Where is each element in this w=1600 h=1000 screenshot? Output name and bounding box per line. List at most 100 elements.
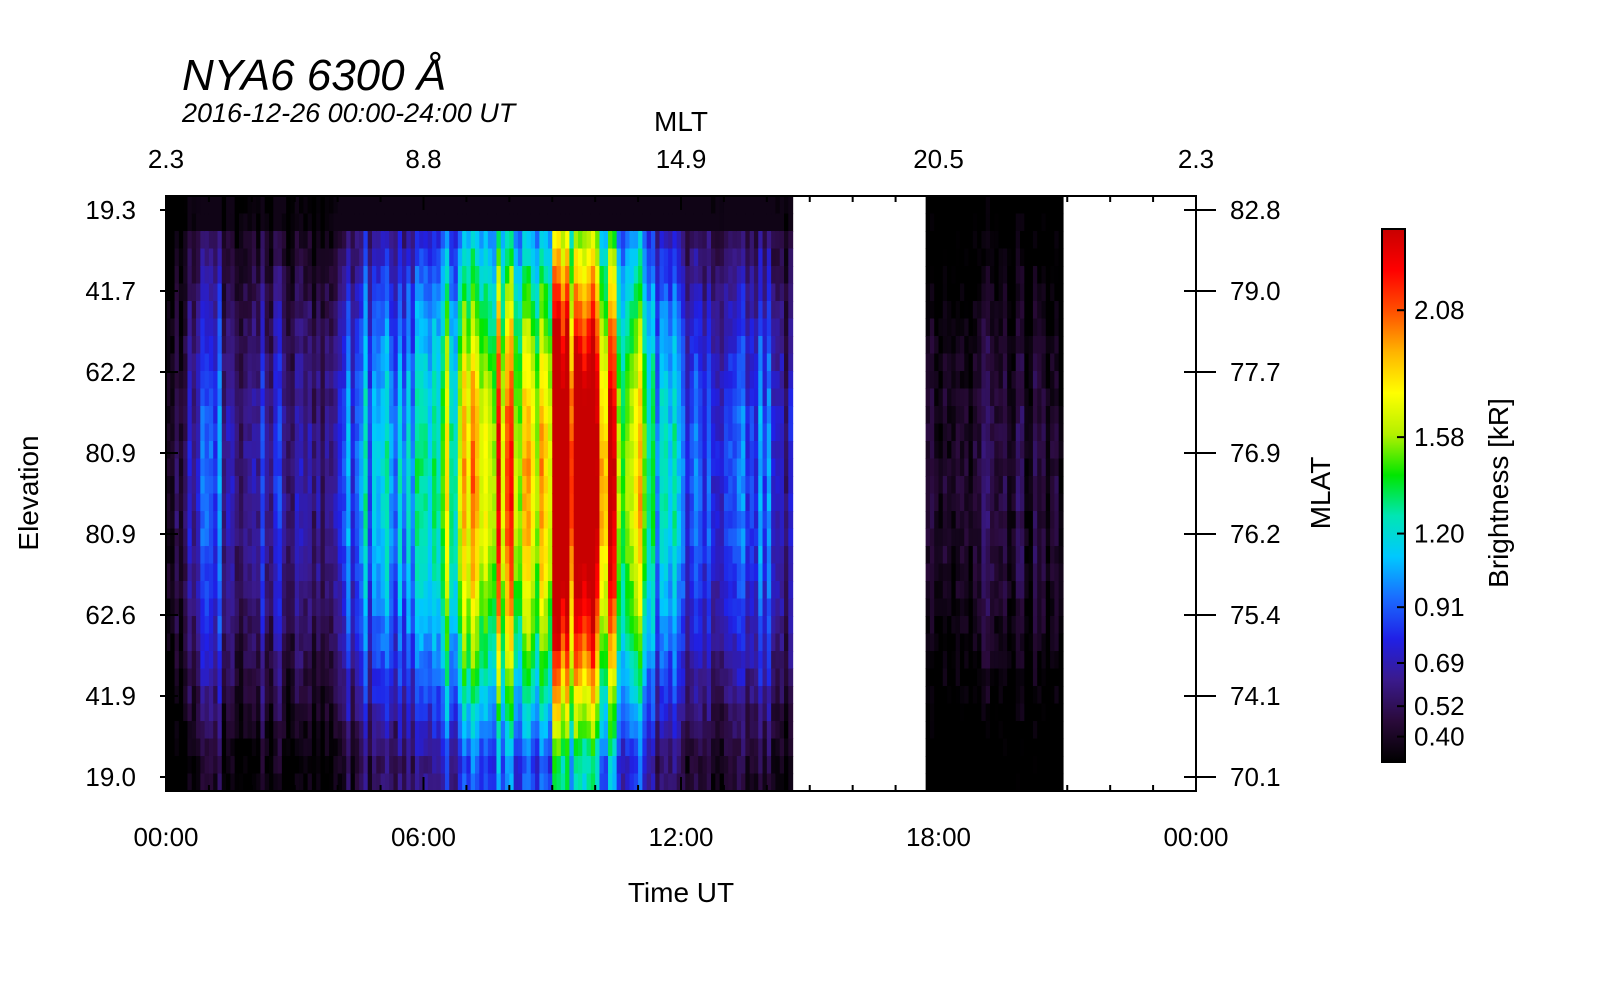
heatmap-cell xyxy=(500,546,506,565)
heatmap-cell xyxy=(299,721,304,740)
heatmap-cell xyxy=(706,423,712,442)
heatmap-cell xyxy=(354,283,360,302)
heatmap-cell xyxy=(788,248,794,267)
heatmap-cell xyxy=(784,721,789,740)
heatmap-cell xyxy=(625,703,631,722)
heatmap-cell xyxy=(350,546,356,565)
heatmap-cell xyxy=(432,668,437,687)
heatmap-cell xyxy=(629,196,635,215)
heatmap-cell xyxy=(650,266,656,285)
heatmap-cell xyxy=(625,441,631,460)
heatmap-cell xyxy=(569,598,575,617)
heatmap-cell xyxy=(603,493,609,512)
heatmap-cell xyxy=(191,336,197,355)
heatmap-cell xyxy=(397,581,403,600)
heatmap-cell xyxy=(397,266,403,285)
heatmap-cell xyxy=(753,406,759,425)
heatmap-cell xyxy=(243,598,249,617)
heatmap-cell xyxy=(582,686,588,705)
heatmap-cell xyxy=(603,511,609,530)
heatmap-cell xyxy=(565,668,571,687)
heatmap-cell xyxy=(650,616,656,635)
heatmap-cell xyxy=(543,441,549,460)
heatmap-cell xyxy=(762,756,768,775)
heatmap-cell xyxy=(436,563,442,582)
heatmap-cell xyxy=(290,721,296,740)
heatmap-cell xyxy=(419,738,425,757)
heatmap-cell xyxy=(728,686,734,705)
heatmap-cell xyxy=(256,283,262,302)
heatmap-cell xyxy=(753,458,759,477)
heatmap-cell xyxy=(367,773,373,791)
heatmap-cell xyxy=(496,616,502,635)
heatmap-cell xyxy=(324,616,330,635)
heatmap-cell xyxy=(264,616,270,635)
heatmap-cell xyxy=(676,598,682,617)
heatmap-cell xyxy=(736,266,742,285)
heatmap-cell xyxy=(668,721,674,740)
heatmap-cell xyxy=(569,318,575,337)
heatmap-cell xyxy=(475,441,480,460)
heatmap-cell xyxy=(307,196,313,215)
heatmap-cell xyxy=(711,476,716,495)
heatmap-cell xyxy=(702,633,708,652)
heatmap-cell xyxy=(423,388,429,407)
heatmap-cell xyxy=(311,353,317,372)
heatmap-cell xyxy=(655,546,661,565)
heatmap-cell xyxy=(603,703,609,722)
heatmap-cell xyxy=(663,336,669,355)
heatmap-cell xyxy=(535,371,540,390)
heatmap-cell xyxy=(569,196,575,215)
heatmap-cell xyxy=(771,511,777,530)
heatmap-cell xyxy=(766,353,772,372)
heatmap-cell xyxy=(329,756,334,775)
heatmap-cell xyxy=(247,476,253,495)
heatmap-cell xyxy=(316,213,322,232)
heatmap-cell xyxy=(269,423,274,442)
heatmap-cell xyxy=(376,336,382,355)
heatmap-cell xyxy=(766,668,772,687)
heatmap-cell xyxy=(715,388,721,407)
heatmap-cell xyxy=(380,406,386,425)
heatmap-cell xyxy=(393,353,399,372)
heatmap-cell xyxy=(462,283,468,302)
heatmap-cell xyxy=(758,633,764,652)
heatmap-cell xyxy=(170,266,176,285)
heatmap-cell xyxy=(509,528,515,547)
heatmap-cell xyxy=(346,353,352,372)
heatmap-cell xyxy=(728,388,734,407)
heatmap-cell xyxy=(723,633,729,652)
heatmap-cell xyxy=(719,493,725,512)
heatmap-cell xyxy=(230,598,236,617)
heatmap-cell xyxy=(213,231,219,250)
heatmap-cell xyxy=(638,353,643,372)
heatmap-cell xyxy=(372,248,377,267)
heatmap-cell xyxy=(269,301,274,320)
heatmap-cell xyxy=(191,686,197,705)
heatmap-cell xyxy=(638,511,643,530)
heatmap-cell xyxy=(517,721,523,740)
heatmap-cell xyxy=(350,668,356,687)
heatmap-cell xyxy=(620,563,626,582)
heatmap-cell xyxy=(560,703,566,722)
heatmap-cell xyxy=(337,633,343,652)
heatmap-cell xyxy=(719,458,725,477)
heatmap-cell xyxy=(608,668,613,687)
heatmap-cell xyxy=(402,738,407,757)
heatmap-cell xyxy=(376,721,382,740)
heatmap-cell xyxy=(234,283,240,302)
heatmap-cell xyxy=(771,686,777,705)
heatmap-cell xyxy=(462,633,468,652)
heatmap-cell xyxy=(269,266,274,285)
heatmap-cell xyxy=(741,301,746,320)
heatmap-cell xyxy=(530,441,536,460)
heatmap-cell xyxy=(444,196,450,215)
heatmap-cell xyxy=(196,528,201,547)
heatmap-cell xyxy=(706,353,712,372)
heatmap-cell xyxy=(475,336,480,355)
heatmap-cell xyxy=(706,686,712,705)
heatmap-cell xyxy=(552,633,558,652)
heatmap-cell xyxy=(595,703,601,722)
heatmap-cell xyxy=(745,231,751,250)
heatmap-cell xyxy=(303,353,309,372)
